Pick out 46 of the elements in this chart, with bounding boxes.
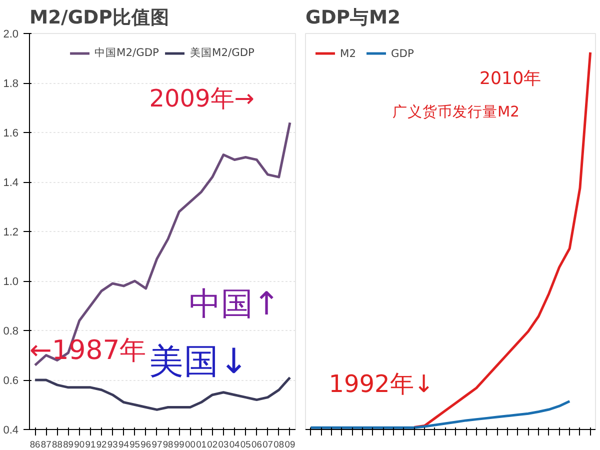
y-tick-label: 2.0 xyxy=(3,28,19,40)
annotation: 美国↓ xyxy=(149,342,248,382)
chart-title: GDP与M2 xyxy=(306,6,401,28)
annotation: 广义货币发行量M2 xyxy=(392,104,520,121)
x-tick-label: 01 xyxy=(196,440,206,450)
x-tick-label: 96 xyxy=(140,440,152,450)
annotation: 2010年 xyxy=(480,68,541,89)
x-tick-label: 86 xyxy=(30,440,40,450)
annotation: 1992年↓ xyxy=(328,370,434,398)
y-tick-label: 1.2 xyxy=(3,226,19,238)
x-tick-label: 95 xyxy=(130,440,140,450)
legend-label: GDP xyxy=(391,46,414,60)
x-tick-label: 89 xyxy=(63,440,74,450)
y-tick-label: 1.8 xyxy=(3,78,19,90)
y-tick-label: 1.4 xyxy=(3,177,19,189)
x-tick-label: 05 xyxy=(240,440,251,450)
x-tick-label: 02 xyxy=(207,440,218,450)
x-tick-label: 03 xyxy=(218,440,229,450)
x-tick-label: 00 xyxy=(185,440,196,450)
x-tick-label: 92 xyxy=(96,440,107,450)
x-tick-label: 06 xyxy=(252,440,262,450)
y-tick-label: 1.6 xyxy=(3,128,19,140)
x-tick-label: 07 xyxy=(262,440,273,450)
x-tick-label: 04 xyxy=(229,440,240,450)
chart-title: M2/GDP比值图 xyxy=(30,6,170,28)
x-tick-label: 88 xyxy=(52,440,62,450)
x-tick-label: 98 xyxy=(162,440,174,450)
x-tick-label: 08 xyxy=(274,440,284,450)
x-tick-label: 87 xyxy=(40,440,52,450)
x-tick-label: 09 xyxy=(284,440,296,450)
annotation: 2009年→ xyxy=(149,84,254,113)
legend-label: M2 xyxy=(340,46,357,60)
x-tick-label: 93 xyxy=(107,440,118,450)
x-tick-label: 99 xyxy=(174,440,184,450)
y-tick-label: 0.8 xyxy=(3,326,19,338)
annotation: 中国↑ xyxy=(189,284,280,323)
x-tick-label: 94 xyxy=(118,440,129,450)
x-tick-label: 97 xyxy=(152,440,162,450)
y-tick-label: 0.4 xyxy=(3,424,19,436)
x-tick-label: 90 xyxy=(74,440,85,450)
y-tick-label: 0.6 xyxy=(3,375,19,387)
legend-label: 中国M2/GDP xyxy=(94,46,159,60)
legend-label: 美国M2/GDP xyxy=(190,46,254,60)
line-series xyxy=(34,376,292,411)
x-tick-label: 91 xyxy=(85,440,96,450)
y-tick-label: 1.0 xyxy=(3,276,19,288)
